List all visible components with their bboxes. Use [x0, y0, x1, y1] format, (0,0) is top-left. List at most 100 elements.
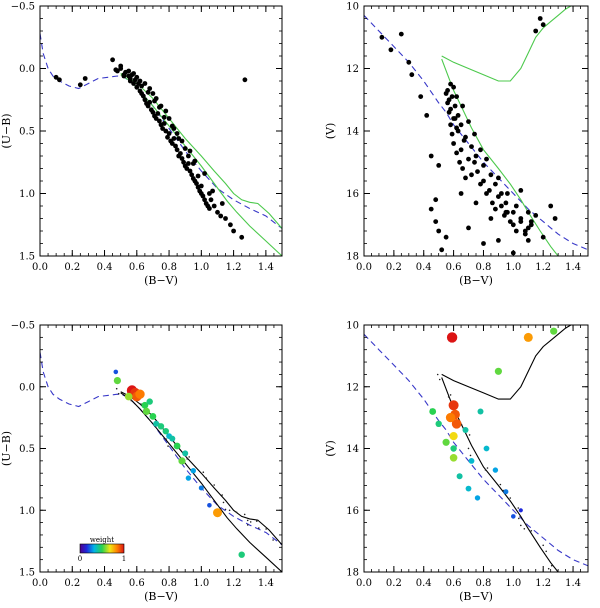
- star-point: [499, 203, 504, 209]
- y-tick-label: 18: [346, 568, 359, 579]
- weighted-point: [483, 445, 490, 452]
- weighted-point: [445, 412, 456, 423]
- x-tick-label: 0.4: [97, 578, 113, 589]
- faint-point: [484, 469, 487, 471]
- weighted-point: [213, 508, 222, 518]
- x-tick-label: 1.0: [193, 578, 209, 589]
- y-axis-label: (V): [324, 440, 337, 457]
- star-point: [460, 166, 465, 171]
- star-point: [458, 147, 464, 153]
- faint-point: [467, 447, 470, 450]
- star-point: [77, 82, 83, 88]
- plot-area: [364, 325, 588, 572]
- star-point: [448, 122, 453, 128]
- faint-point: [499, 483, 502, 486]
- star-point: [398, 31, 404, 37]
- star-point: [454, 125, 459, 131]
- weighted-point: [141, 401, 149, 409]
- star-point: [228, 222, 233, 228]
- star-point: [490, 200, 495, 206]
- star-point: [451, 116, 456, 121]
- star-point: [208, 197, 214, 203]
- star-point: [503, 209, 509, 215]
- star-point: [147, 86, 153, 91]
- star-point: [118, 66, 124, 71]
- star-point: [463, 175, 468, 181]
- weighted-point: [190, 468, 196, 474]
- star-point: [436, 163, 442, 168]
- star-point: [448, 106, 453, 112]
- star-point: [242, 77, 248, 83]
- y-axis: −0.5 0.0 0.5 1.0 1.5 (U−B): [0, 321, 282, 579]
- star-point: [53, 74, 59, 80]
- star-point: [231, 228, 237, 234]
- y-tick-label: 10: [346, 2, 359, 13]
- faint-point: [272, 539, 274, 541]
- star-point: [200, 193, 206, 199]
- x-axis: 0.0 0.2 0.4 0.6 0.8 1.0 1.2 1.4 (B−V): [356, 6, 589, 287]
- weighted-point: [503, 489, 509, 495]
- star-point: [496, 238, 501, 243]
- star-point: [513, 203, 519, 209]
- star-point: [166, 116, 172, 121]
- star-point: [457, 159, 462, 165]
- star-point: [219, 201, 225, 206]
- star-point: [472, 159, 477, 165]
- y-tick-label: 1.5: [19, 568, 35, 579]
- x-tick-label: 0.6: [446, 578, 462, 589]
- series-dashed-blue: [40, 352, 282, 546]
- faint-point: [246, 524, 249, 526]
- faint-point: [188, 456, 190, 458]
- weighted-point: [207, 503, 212, 508]
- star-point: [466, 225, 471, 231]
- x-tick-label: 0.8: [161, 578, 177, 589]
- star-point: [166, 131, 172, 136]
- colorbar-gradient: [79, 543, 125, 554]
- star-point: [510, 222, 516, 228]
- star-point: [198, 183, 204, 189]
- y-axis: −0.5 0.0 0.5 1.0 1.5 (U−B): [0, 2, 282, 263]
- faint-point: [186, 458, 188, 460]
- faint-point: [140, 403, 142, 405]
- weighted-point: [450, 445, 457, 452]
- star-point: [488, 216, 494, 221]
- x-axis-label: (B−V): [144, 590, 178, 603]
- series-green-lower: [441, 58, 559, 256]
- weighted-point: [157, 423, 165, 430]
- star-point: [223, 216, 228, 221]
- star-point: [218, 213, 224, 219]
- star-point: [466, 156, 471, 162]
- faint-point: [486, 467, 489, 469]
- y-tick-label: 12: [346, 382, 359, 393]
- star-point: [481, 178, 486, 184]
- weighted-point: [173, 442, 181, 450]
- star-point: [161, 114, 167, 120]
- star-point: [525, 225, 531, 231]
- x-tick-label: 0.6: [129, 578, 145, 589]
- weighted-point: [182, 450, 189, 457]
- x-tick-label: 1.0: [193, 262, 209, 273]
- star-point: [433, 219, 439, 225]
- y-tick-label: −0.5: [11, 321, 35, 332]
- star-point: [533, 213, 539, 218]
- weighted-point: [446, 332, 458, 343]
- faint-point: [235, 511, 238, 514]
- weighted-point: [518, 508, 523, 513]
- star-point: [454, 94, 459, 99]
- weighted-point: [135, 389, 145, 399]
- weighted-point: [113, 369, 119, 375]
- star-point: [406, 59, 412, 65]
- x-tick-label: 0.4: [416, 578, 432, 589]
- series-black-branch: [441, 325, 572, 400]
- faint-point: [542, 544, 544, 547]
- star-point: [134, 84, 140, 90]
- star-point: [174, 131, 180, 136]
- weighted-point: [523, 332, 533, 342]
- plot-area: [40, 352, 282, 572]
- faint-point: [265, 528, 267, 530]
- panel-top-left: 0.0 0.2 0.4 0.6 0.8 1.0 1.2 1.4 (B−V) −0.5 0.0 0.5 1…: [0, 2, 283, 287]
- y-axis-label: (U−B): [0, 113, 13, 148]
- x-tick-label: 0.0: [356, 262, 372, 273]
- star-point: [481, 241, 486, 246]
- x-tick-label: 0.8: [476, 262, 492, 273]
